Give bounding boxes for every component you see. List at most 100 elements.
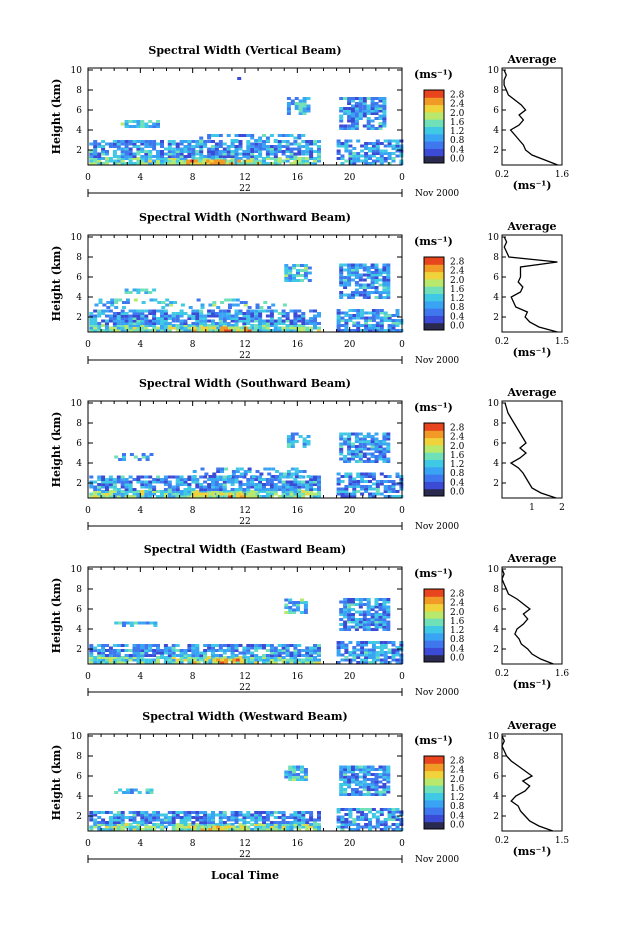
heatmap-cell (203, 813, 208, 817)
heatmap-cell (116, 147, 121, 151)
heatmap-cell (296, 601, 300, 604)
heatmap-cell (273, 654, 278, 657)
heatmap-cell (374, 620, 379, 624)
heatmap-cell (234, 480, 239, 484)
panel-title: Spectral Width (Vertical Beam) (148, 44, 341, 57)
heatmap-cell (196, 298, 201, 302)
heatmap-cell (89, 485, 94, 489)
heatmap-cell (101, 312, 106, 315)
heatmap-cell (371, 311, 376, 315)
heatmap-cell (214, 649, 219, 652)
heatmap-cell (379, 319, 384, 322)
heatmap-cell (187, 140, 192, 143)
heatmap-cell (298, 104, 303, 108)
heatmap-cell (285, 312, 290, 315)
heatmap-cell (224, 326, 229, 330)
heatmap-cell (354, 598, 359, 601)
heatmap-cell (368, 656, 372, 659)
heatmap-cell (290, 472, 295, 476)
heatmap-cell (391, 147, 396, 150)
heatmap-cell (192, 329, 197, 332)
colorbar-swatch (424, 756, 444, 764)
heatmap-cell (242, 828, 247, 831)
heatmap-cell (368, 825, 372, 829)
heatmap-cell (116, 478, 121, 481)
heatmap-cell (340, 820, 345, 824)
heatmap-cell (362, 293, 367, 297)
heatmap-cell (351, 457, 355, 461)
heatmap-cell (273, 139, 278, 142)
heatmap-cell (371, 159, 376, 163)
heatmap-cell (114, 301, 119, 304)
heatmap-cell (144, 155, 149, 158)
heatmap-cell (343, 263, 348, 267)
heatmap-cell (269, 495, 274, 498)
heatmap-cell (284, 266, 289, 270)
heatmap-cell (258, 314, 263, 318)
heatmap-cell (303, 603, 308, 607)
heatmap-cell (160, 142, 164, 146)
heatmap-cell (305, 649, 310, 652)
heatmap-cell (371, 314, 376, 317)
heatmap-cell (305, 658, 310, 662)
heatmap-cell (309, 488, 314, 491)
heatmap-cell (286, 440, 291, 443)
heatmap-cell (339, 109, 344, 113)
heatmap-cell (382, 281, 387, 284)
heatmap-cell (362, 773, 367, 776)
heatmap-cell (246, 312, 251, 315)
heatmap-cell (297, 483, 302, 486)
heatmap-cell (273, 649, 278, 652)
x-tick-label: 20 (344, 839, 356, 849)
heatmap-cell (379, 641, 384, 644)
heatmap-cell (269, 150, 274, 153)
profile-frame (501, 733, 563, 832)
heatmap-cell (364, 142, 369, 145)
heatmap-cell (286, 472, 291, 476)
heatmap-cell (120, 312, 125, 315)
heatmap-cell (152, 654, 157, 657)
heatmap-cell (211, 322, 215, 325)
heatmap-cell (378, 283, 383, 287)
heatmap-cell (207, 644, 212, 647)
heatmap-cell (368, 661, 372, 664)
x-axis-label: Local Time (211, 869, 279, 882)
heatmap-cell (382, 618, 387, 621)
heatmap-cell (175, 658, 180, 662)
heatmap-cell (101, 649, 106, 652)
heatmap-cell (214, 480, 219, 484)
heatmap-cell (160, 319, 164, 323)
heatmap-cell (203, 818, 208, 822)
heatmap-cell (183, 329, 188, 332)
heatmap-cell (383, 480, 388, 483)
heatmap-cell (203, 475, 208, 479)
heatmap-cell (294, 107, 299, 110)
heatmap-cell (108, 485, 113, 489)
heatmap-cell (230, 823, 235, 826)
heatmap-cell (120, 644, 125, 647)
heatmap-cell (297, 480, 302, 484)
heatmap-cell (399, 482, 404, 486)
heatmap-cell (383, 823, 388, 826)
heatmap-cell (362, 268, 367, 272)
heatmap-cell (371, 658, 376, 662)
profile-y-tick-label: 10 (488, 233, 500, 243)
heatmap-cell (224, 828, 229, 831)
heatmap-cell (183, 159, 188, 163)
heatmap-cell (358, 457, 363, 461)
heatmap-cell (297, 157, 302, 160)
heatmap-cell (214, 155, 219, 158)
heatmap-cell (238, 157, 243, 160)
heatmap-cell (313, 157, 317, 160)
heatmap-cell (207, 483, 212, 486)
heatmap-cell (360, 658, 365, 662)
heatmap-cell (207, 649, 212, 652)
heatmap-cell (306, 440, 311, 443)
heatmap-cell (160, 157, 164, 160)
heatmap-cell (383, 653, 388, 657)
heatmap-cell (183, 478, 188, 481)
heatmap-cell (289, 485, 294, 489)
heatmap-cell (108, 651, 113, 655)
colorbar-swatch (424, 610, 444, 619)
heatmap-cell (226, 155, 231, 158)
